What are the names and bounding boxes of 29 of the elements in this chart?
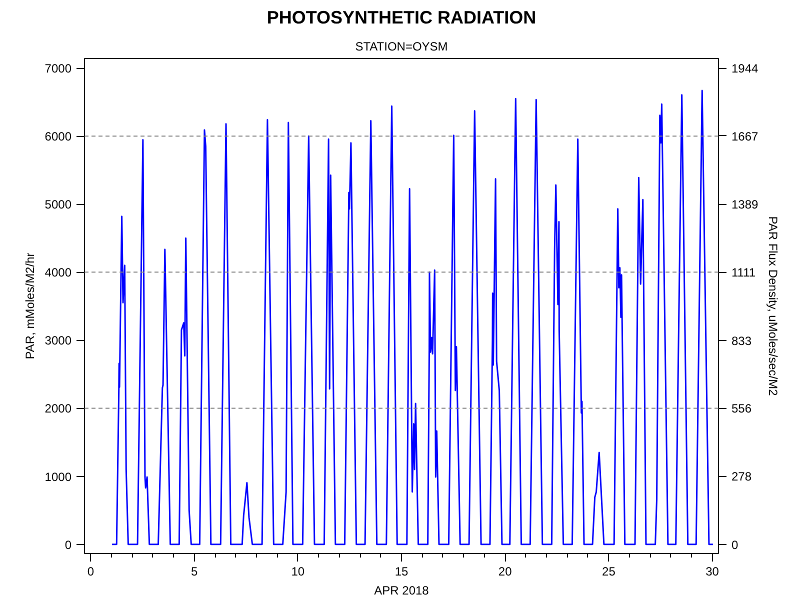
x-axis-title: APR 2018 — [374, 584, 430, 598]
x-tick-label: 10 — [291, 564, 305, 578]
y-tick-label: 3000 — [44, 334, 72, 348]
y-tick-label: 0 — [64, 538, 72, 552]
y2-tick-label: 1389 — [732, 198, 759, 212]
y-axis-title: PAR, mMoles/M2/hr — [22, 252, 37, 360]
y2-tick-label: 556 — [732, 402, 752, 416]
y-tick-label: 6000 — [44, 130, 72, 144]
y-tick-label: 5000 — [44, 198, 72, 212]
y-tick-label: 4000 — [44, 266, 72, 280]
y2-tick-label: 1667 — [732, 129, 759, 144]
y-tick-label: 7000 — [44, 62, 72, 76]
y2-tick-label: 1111 — [732, 266, 756, 280]
x-tick-label: 30 — [706, 564, 720, 578]
y-tick-label: 1000 — [44, 470, 72, 484]
x-tick-label: 15 — [394, 564, 408, 578]
x-tick-label: 25 — [602, 564, 616, 578]
x-tick-label: 5 — [190, 564, 198, 578]
y2-tick-label: 0 — [732, 538, 738, 552]
chart-title: PHOTOSYNTHETIC RADIATION — [266, 8, 536, 28]
x-tick-label: 0 — [87, 564, 94, 578]
line-series — [111, 90, 714, 546]
x-tick-label: 20 — [498, 564, 512, 578]
y2-axis-title: PAR Flux Density, uMoles/sec/M2 — [766, 216, 780, 396]
y2-tick-label: 278 — [732, 470, 752, 484]
y2-tick-label: 1944 — [732, 62, 759, 76]
chart-subtitle: STATION=OYSM — [355, 40, 448, 54]
y-tick-label: 2000 — [44, 402, 72, 416]
y2-tick-label: 833 — [732, 334, 752, 348]
